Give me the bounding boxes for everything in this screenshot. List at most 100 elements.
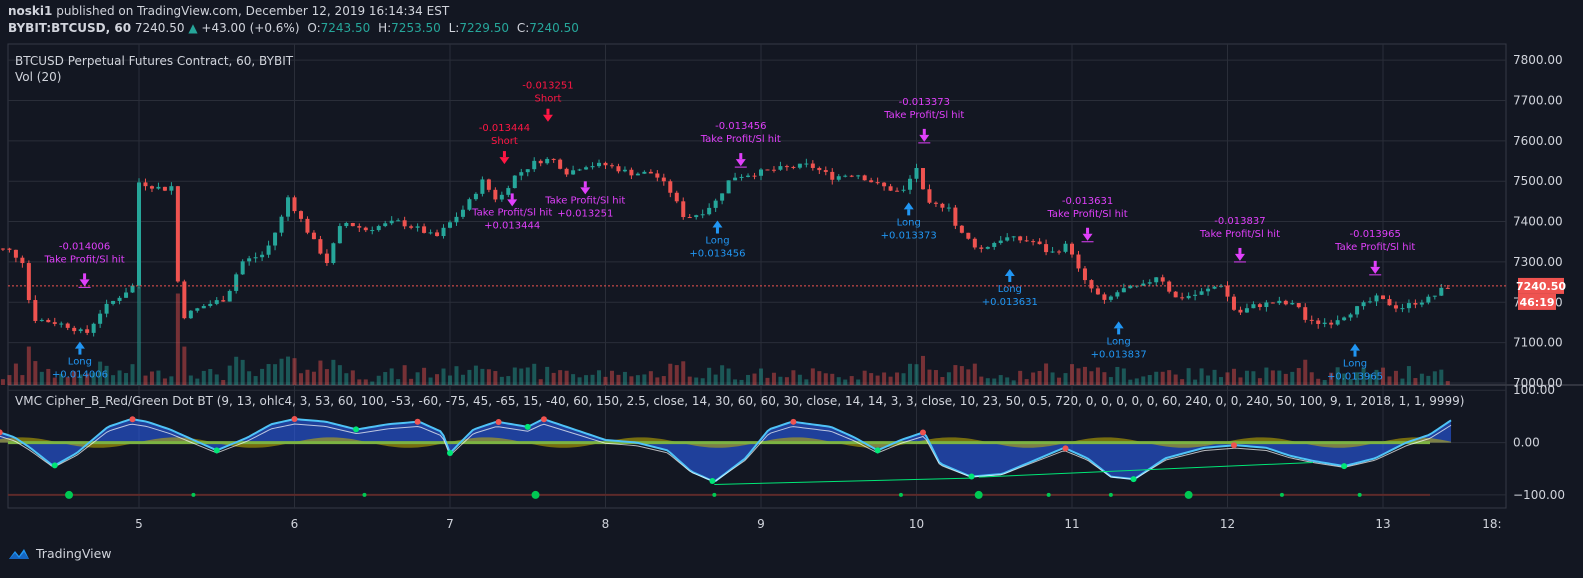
candle-body — [629, 169, 634, 176]
volume-bar — [791, 370, 796, 385]
volume-bar — [460, 374, 465, 385]
bottom-dot — [1184, 490, 1193, 499]
volume-bar — [1147, 375, 1152, 385]
green-dot — [709, 477, 716, 484]
candle-body — [525, 169, 530, 173]
volume-bar — [1251, 371, 1256, 385]
candle-body — [1374, 295, 1379, 302]
price-change: +43.00 (+0.6%) — [201, 21, 300, 35]
green-dot — [447, 450, 453, 457]
volume-bar — [895, 372, 900, 385]
candle-body — [759, 169, 763, 176]
volume-bar — [1160, 371, 1165, 385]
candle-body — [791, 166, 796, 168]
volume-bar — [337, 365, 342, 385]
candle-body — [72, 327, 77, 332]
signal-label: +0.014006 — [52, 370, 108, 381]
candle-body — [195, 308, 200, 311]
candle-body — [797, 163, 802, 168]
tradingview-brand[interactable]: TradingView — [8, 546, 112, 561]
osc-tick-label: 0.00 — [1513, 436, 1540, 450]
divergence-line — [978, 461, 1314, 478]
candle-body — [700, 214, 705, 216]
candle-body — [1225, 285, 1230, 297]
price-axis[interactable]: 7800.00 7700.00 7600.00 7500.00 7400.00 7300.… — [1513, 53, 1565, 502]
candle-body — [389, 220, 394, 224]
candle-body — [603, 162, 608, 166]
volume-bar — [480, 368, 485, 385]
volume-bar — [1167, 370, 1172, 385]
candle-body — [804, 163, 809, 165]
volume-bar — [454, 366, 459, 385]
symbol-name[interactable]: BYBIT:BTCUSD, 60 — [8, 21, 132, 35]
tradingview-logo-icon — [9, 548, 29, 559]
candle-body — [1082, 268, 1087, 281]
candle-body — [940, 203, 945, 208]
volume-bar — [409, 378, 414, 385]
candle-body — [953, 207, 958, 226]
short-arrow-icon-stem — [546, 108, 550, 115]
candle-body — [1108, 296, 1113, 300]
candle-body — [635, 173, 640, 176]
long-arrow-icon-stem — [78, 348, 82, 355]
volume-bar — [564, 370, 569, 385]
volume-bar — [39, 371, 44, 385]
candle-body — [149, 186, 154, 189]
candle-body — [1044, 244, 1049, 253]
volume-bar — [1303, 359, 1308, 385]
signal-label: +0.013444 — [484, 220, 540, 231]
volume-bar — [318, 360, 323, 385]
candle-body — [227, 290, 232, 302]
volume-bar — [1102, 372, 1107, 385]
volume-bar — [661, 376, 666, 385]
candle-body — [1419, 302, 1424, 305]
volume-bar — [1439, 369, 1444, 385]
candle-body — [1413, 303, 1418, 305]
candle-body — [337, 226, 342, 244]
candle-body — [1303, 307, 1308, 320]
volume-bar — [1070, 364, 1074, 385]
candle-body — [1238, 309, 1243, 313]
take-profit-arrow-icon — [580, 187, 591, 195]
time-tick-label: 18: — [1482, 517, 1501, 531]
author-name[interactable]: noski1 — [8, 4, 53, 18]
low-value: 7229.50 — [459, 21, 509, 35]
candle-body — [1348, 314, 1353, 318]
candle-body — [130, 285, 135, 293]
candle-body — [175, 186, 180, 282]
candle-body — [467, 199, 472, 210]
candle-body — [506, 188, 511, 195]
candle-body — [1283, 300, 1288, 305]
volume-bar — [998, 375, 1003, 385]
candle-body — [486, 179, 491, 190]
signal-label: -0.013965 — [1350, 229, 1401, 240]
signal-label: Short — [491, 136, 518, 147]
price-tick-label: 7800.00 — [1513, 53, 1563, 67]
time-axis[interactable]: 5 6 7 8 9 10 11 12 13 18: — [135, 517, 1501, 531]
candle-body — [298, 211, 303, 219]
candle-body — [214, 300, 219, 304]
volume-bar — [545, 366, 550, 385]
bottom-dot — [1108, 492, 1113, 497]
volume-bar — [1342, 373, 1347, 385]
candle-body — [460, 209, 465, 217]
red-dot — [414, 418, 421, 425]
volume-bar — [797, 374, 802, 385]
volume-bar — [739, 379, 744, 385]
candle-body — [266, 245, 271, 255]
candle-body — [65, 323, 70, 328]
volume-bar — [558, 370, 563, 385]
candle-body — [558, 159, 563, 169]
volume-bar — [1199, 368, 1204, 385]
candle-body — [609, 165, 614, 167]
signal-label: Take Profit/Sl hit — [1199, 229, 1280, 240]
volume-bar — [396, 379, 401, 385]
candle-body — [519, 172, 524, 176]
candle-body — [39, 319, 44, 321]
publish-line: noski1 published on TradingView.com, Dec… — [8, 4, 449, 18]
take-profit-arrow-icon-stem — [1238, 247, 1242, 254]
candle-body — [933, 202, 938, 204]
long-arrow-icon — [1004, 268, 1015, 276]
volume-bar — [856, 379, 861, 385]
